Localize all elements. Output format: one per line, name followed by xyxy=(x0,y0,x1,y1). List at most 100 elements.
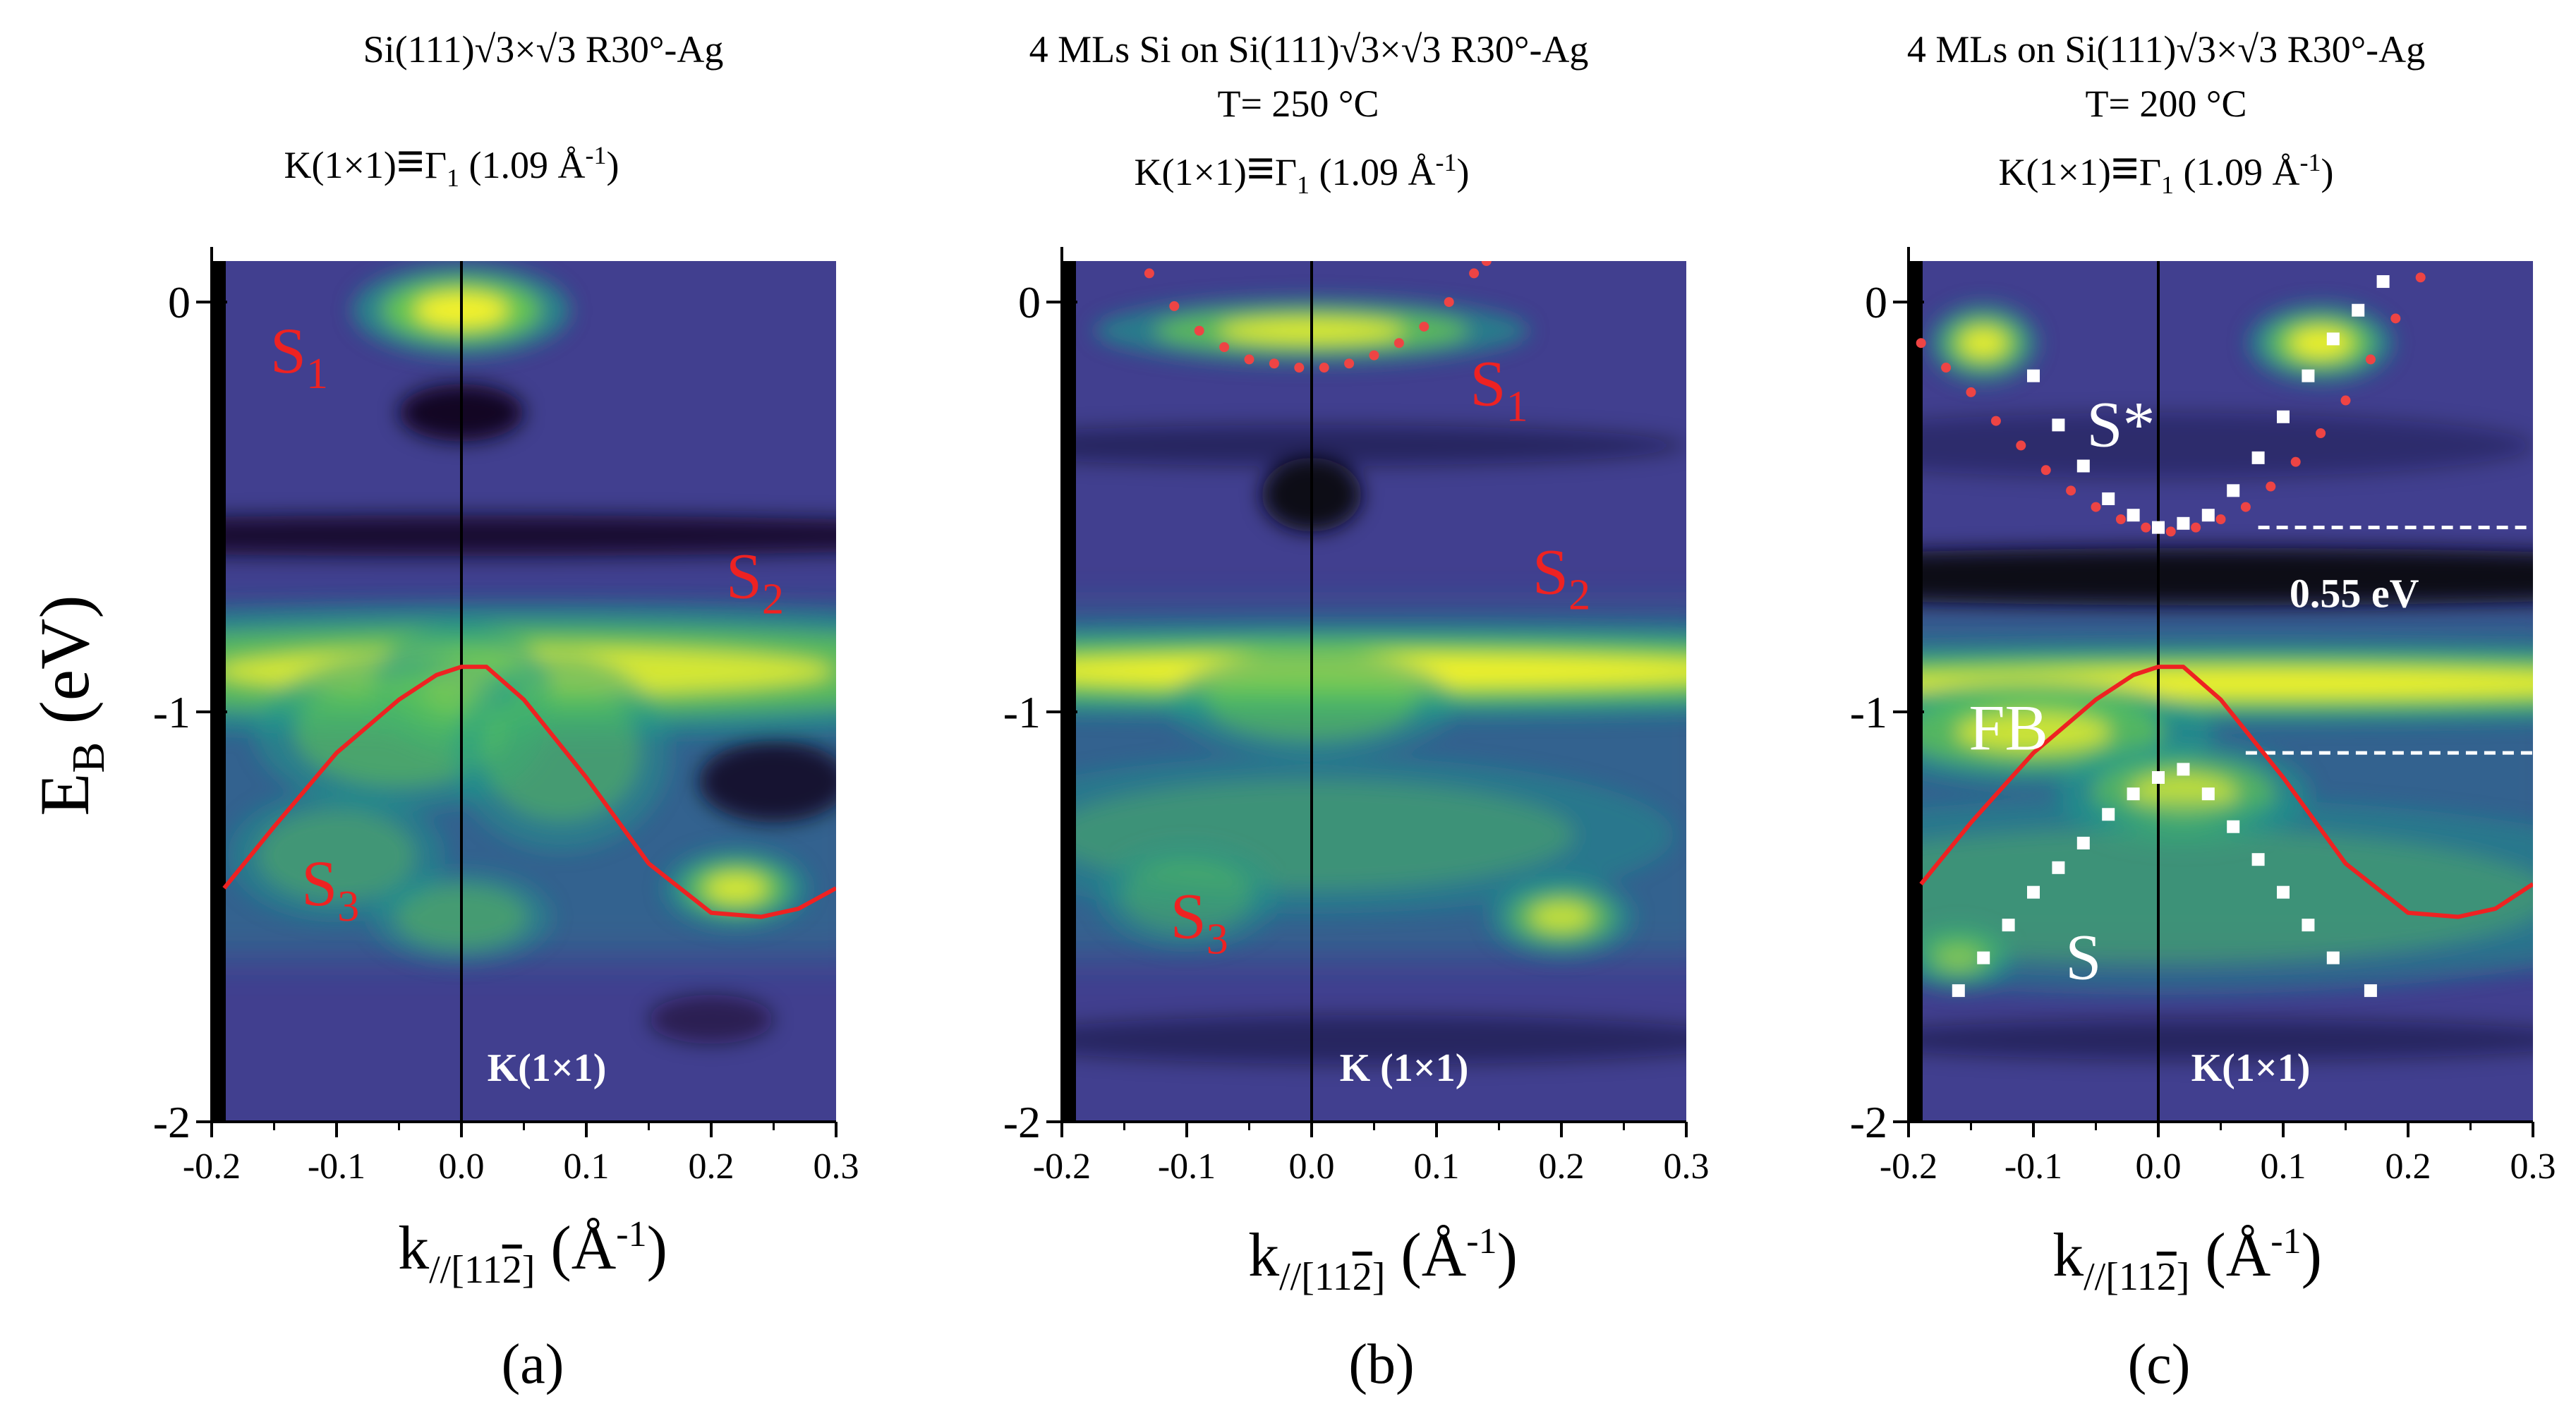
state-label: S2 xyxy=(726,540,784,623)
detector-edge xyxy=(212,261,226,1122)
dotted-marker xyxy=(2240,502,2251,512)
dotted-marker xyxy=(2127,787,2140,801)
dotted-marker xyxy=(1244,354,1254,365)
panel-a-axes: 0 -1 -2-0.2 -0.1 0.0 0.1 0.2 0.3 xyxy=(153,247,859,1187)
energy-annotation: 0.55 eV xyxy=(2290,571,2419,617)
dotted-marker xyxy=(1393,338,1404,349)
dotted-marker xyxy=(2201,787,2215,801)
panel-b-subtitle: T= 250 °C xyxy=(1217,83,1379,125)
dotted-marker xyxy=(1481,261,1492,266)
y-axis-label-sub: B xyxy=(63,742,114,773)
dotted-marker xyxy=(2027,885,2040,899)
dotted-marker xyxy=(1169,301,1180,311)
panel-b-plot-area: S1 S2 S3 0 -1 -2-0.2 -0.1 0.0 0.1 0.2 0.3 xyxy=(1003,247,1710,1187)
heatmap-dark-feature xyxy=(212,515,836,557)
dotted-marker xyxy=(1990,416,2001,426)
dotted-marker xyxy=(2302,919,2315,932)
panel-b-bottom-label: K (1×1) xyxy=(1340,1046,1469,1090)
dotted-marker xyxy=(1294,363,1305,373)
panel-b-title: 4 MLs Si on Si(111)√3×√3 R30°-Ag xyxy=(1029,28,1589,71)
x-tick-label: -0.1 xyxy=(308,1146,365,1187)
dotted-marker xyxy=(1419,321,1429,332)
dotted-marker xyxy=(2251,853,2265,866)
heatmap-dark-feature xyxy=(1909,547,2533,605)
panel-b-axes: 0 -1 -2-0.2 -0.1 0.0 0.1 0.2 0.3 xyxy=(1003,247,1710,1187)
state-label: S1 xyxy=(1470,347,1528,430)
y-tick-label: -2 xyxy=(1850,1097,1887,1147)
panel-a-bottom-label: K(1×1) xyxy=(488,1046,607,1090)
dotted-marker xyxy=(1369,350,1379,361)
dotted-marker xyxy=(2215,514,2226,524)
heatmap-peak xyxy=(1960,328,2007,358)
dotted-marker xyxy=(2127,509,2140,522)
x-tick-label: -0.2 xyxy=(1033,1146,1091,1187)
state-label: S2 xyxy=(1532,536,1590,619)
heatmap-dark-feature xyxy=(648,994,774,1044)
y-tick-label: 0 xyxy=(1018,277,1041,327)
heatmap-peak xyxy=(705,873,768,903)
dotted-marker xyxy=(2141,522,2151,533)
dotted-marker xyxy=(1469,268,1480,279)
panel-c-bottom-label: K(1×1) xyxy=(2191,1046,2311,1090)
heatmap-peak xyxy=(2290,328,2352,358)
panel-a-kpoint-label: K(1×1)≡Γ1 (1.09 Å-1) xyxy=(284,135,619,192)
heatmap-intensity-features xyxy=(1909,303,2533,995)
dotted-marker xyxy=(2016,440,2026,451)
x-tick-label: -0.2 xyxy=(1880,1146,1937,1187)
dotted-marker xyxy=(1444,297,1454,308)
dotted-marker xyxy=(2251,451,2265,464)
dotted-marker xyxy=(2002,919,2015,932)
y-tick-label: -1 xyxy=(1003,687,1041,737)
x-tick-label: -0.1 xyxy=(2004,1146,2062,1187)
panel-c-label: (c) xyxy=(2128,1333,2191,1396)
dotted-marker xyxy=(2316,428,2326,438)
state-label: S1 xyxy=(270,315,328,398)
dotted-marker xyxy=(1941,363,1952,373)
dotted-marker xyxy=(2091,502,2101,512)
dotted-marker xyxy=(1319,363,1329,373)
dotted-marker xyxy=(1966,387,1976,397)
dotted-marker xyxy=(2441,236,2450,246)
dotted-marker xyxy=(2302,369,2315,382)
dotted-marker xyxy=(1144,268,1154,279)
dotted-marker xyxy=(2290,456,2301,467)
heatmap-dark-feature xyxy=(1909,1019,2533,1060)
dotted-marker xyxy=(2102,808,2115,821)
band-curve-red-dotted-parabola xyxy=(1144,261,1492,373)
dotted-marker xyxy=(2415,272,2426,283)
dotted-marker xyxy=(2376,275,2390,289)
panel-a-heatmap: S1 S2 S3 xyxy=(212,261,836,1122)
x-tick-label: -0.1 xyxy=(1158,1146,1216,1187)
dotted-marker xyxy=(2326,332,2340,346)
x-axis-label: k//[112] (Å-1) xyxy=(398,1214,667,1292)
dotted-marker xyxy=(1952,984,1965,998)
panel-b-kpoint-label: K(1×1)≡Γ1 (1.09 Å-1) xyxy=(1135,142,1470,199)
panel-c-kpoint-label: K(1×1)≡Γ1 (1.09 Å-1) xyxy=(1999,142,2334,199)
dotted-marker xyxy=(2177,516,2190,530)
y-tick-label: 0 xyxy=(1865,277,1887,327)
state-label: S xyxy=(2065,921,2101,993)
band-curve-white-dotted-upper xyxy=(2027,275,2390,534)
band-curve-red-dotted-parabola xyxy=(1916,236,2450,537)
y-tick-label: -1 xyxy=(1850,687,1887,737)
dotted-marker xyxy=(2076,836,2090,849)
y-axis-label-main: E xyxy=(25,773,104,816)
panel-c-axes: 0 -1 -2-0.2 -0.1 0.0 0.1 0.2 0.3 xyxy=(1850,247,2556,1187)
heatmap-dark-feature xyxy=(699,740,836,823)
y-axis-label-unit: (eV) xyxy=(25,595,104,742)
dotted-marker xyxy=(1977,951,1990,964)
dotted-marker xyxy=(2390,313,2401,324)
heatmap-mid xyxy=(483,685,641,821)
heatmap-mid xyxy=(258,810,416,901)
dotted-marker xyxy=(2027,369,2040,382)
x-tick-label: 0.2 xyxy=(1539,1146,1585,1187)
panel-b: 4 MLs Si on Si(111)√3×√3 R30°-Ag T= 250 … xyxy=(1003,28,1710,1396)
y-tick-label: -2 xyxy=(153,1097,191,1147)
dotted-marker xyxy=(2364,984,2377,998)
dotted-marker xyxy=(2052,861,2065,874)
dotted-marker xyxy=(1194,325,1204,336)
band-curve-red-band xyxy=(222,665,836,919)
dotted-marker xyxy=(2227,484,2240,497)
dotted-marker xyxy=(2277,885,2290,899)
